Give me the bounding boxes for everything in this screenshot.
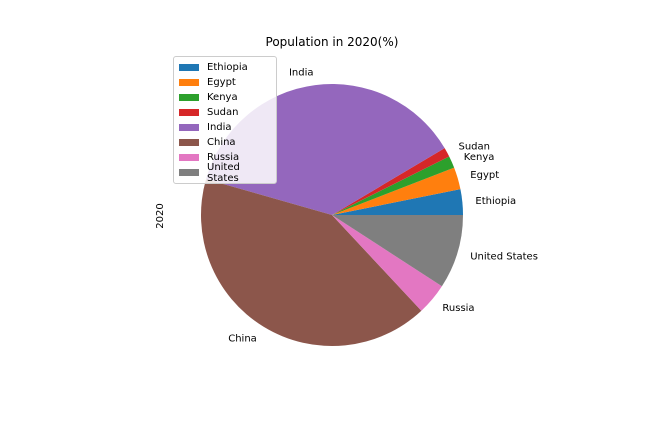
legend-swatch	[179, 124, 199, 131]
legend-item-kenya: Kenya	[179, 90, 272, 105]
legend-swatch	[179, 139, 199, 146]
legend-item-russia: Russia	[179, 150, 272, 165]
pie-slice-united-states	[332, 215, 463, 287]
legend-label: China	[207, 137, 236, 148]
pie-slice-china	[200, 179, 422, 347]
legend-swatch	[179, 109, 199, 116]
pie-slice-ethiopia	[332, 189, 463, 215]
legend-item-india: India	[179, 120, 272, 135]
pie-slice-egypt	[332, 167, 461, 215]
legend-label: United States	[207, 161, 240, 184]
pie-slice-kenya	[332, 156, 455, 215]
slice-label-ethiopia: Ethiopia	[475, 196, 516, 207]
legend-item-united-states: United States	[179, 162, 272, 184]
legend-label: Russia	[207, 152, 240, 163]
y-axis-label: 2020	[155, 203, 166, 228]
slice-label-china: China	[228, 333, 257, 344]
slice-label-russia: Russia	[442, 303, 474, 314]
legend-swatch	[179, 64, 199, 71]
chart-title: Population in 2020(%)	[266, 35, 399, 49]
slice-label-kenya: Kenya	[464, 152, 495, 163]
legend-label: Egypt	[207, 77, 236, 88]
slice-label-egypt: Egypt	[470, 170, 499, 181]
legend-swatch	[179, 79, 199, 86]
legend-swatch	[179, 154, 199, 161]
legend-swatch	[179, 94, 199, 101]
legend-label: Kenya	[207, 92, 238, 103]
slice-label-united-states: United States	[470, 251, 538, 262]
legend-item-ethiopia: Ethiopia	[179, 60, 272, 75]
pie-slice-russia	[332, 215, 442, 311]
slice-label-india: India	[289, 68, 314, 79]
legend-label: Sudan	[207, 107, 239, 118]
slice-label-sudan: Sudan	[459, 142, 491, 153]
legend-item-egypt: Egypt	[179, 75, 272, 90]
legend-swatch	[179, 169, 199, 176]
legend-item-sudan: Sudan	[179, 105, 272, 120]
legend-label: India	[207, 122, 232, 133]
legend-label: Ethiopia	[207, 62, 248, 73]
pie-slice-sudan	[332, 148, 450, 215]
legend-item-china: China	[179, 135, 272, 150]
chart-legend: Ethiopia Egypt Kenya Sudan India China Russia U…	[173, 56, 277, 184]
